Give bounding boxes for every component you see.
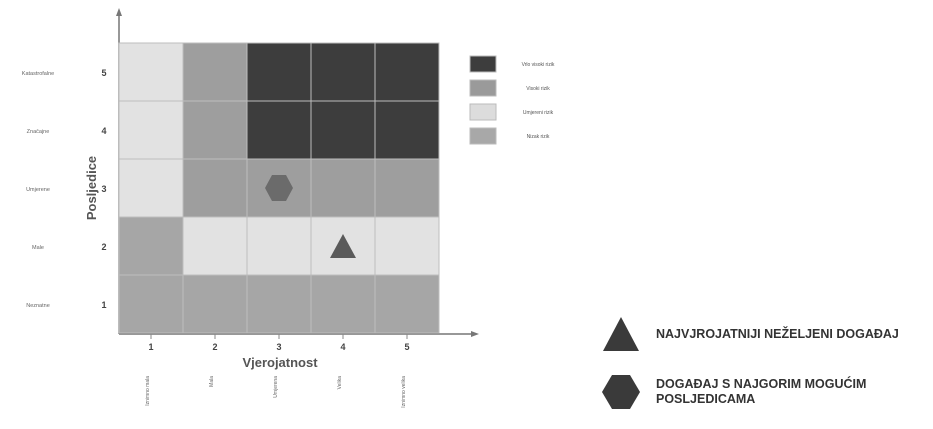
legend-swatch <box>469 127 497 145</box>
matrix-cell <box>118 274 184 334</box>
y-category-label: Male <box>32 245 44 251</box>
x-category-label: Umjerena <box>273 376 279 398</box>
bottom-legend: NAJVJROJATNIJI NEŽELJENI DOGAĐAJ DOGAĐAJ… <box>600 313 930 429</box>
legend-label: Vrlo visoki rizik <box>522 62 555 68</box>
matrix-cell <box>182 158 248 218</box>
hexagon-icon <box>602 375 640 409</box>
matrix-cell <box>246 216 312 276</box>
y-tick-label: 1 <box>101 300 106 310</box>
y-tick-label: 5 <box>101 68 106 78</box>
x-tick-label: 2 <box>212 342 217 352</box>
y-axis-title: Posljedice <box>84 156 99 220</box>
legend-label: Nizak rizik <box>527 134 550 140</box>
matrix-cell <box>310 158 376 218</box>
y-tick-label: 2 <box>101 242 106 252</box>
legend-triangle-row: NAJVJROJATNIJI NEŽELJENI DOGAĐAJ <box>600 313 930 355</box>
y-tick-label: 3 <box>101 184 106 194</box>
matrix-cell <box>374 158 440 218</box>
y-category-label: Značajne <box>27 129 50 135</box>
matrix-cell <box>246 100 312 160</box>
x-category-label: Iznimno mala <box>145 376 151 406</box>
legend-label: Visoki rizik <box>526 86 550 92</box>
x-axis-arrow <box>471 331 479 337</box>
triangle-legend-text: NAJVJROJATNIJI NEŽELJENI DOGAĐAJ <box>656 326 899 341</box>
legend-swatch <box>469 79 497 97</box>
matrix-cell <box>310 100 376 160</box>
y-axis-arrow <box>116 8 122 16</box>
x-tick-label: 3 <box>276 342 281 352</box>
matrix-cell <box>182 100 248 160</box>
matrix-cell <box>310 274 376 334</box>
legend-label: Umjereni rizik <box>523 110 554 116</box>
hexagon-marker <box>265 175 293 201</box>
matrix-cell <box>118 158 184 218</box>
matrix-cell <box>182 274 248 334</box>
x-category-label: Velika <box>337 376 343 390</box>
matrix-cell <box>246 42 312 102</box>
triangle-icon <box>603 317 639 351</box>
x-category-label: Iznimno velika <box>401 376 407 408</box>
hexagon-legend-text: DOGAĐAJ S NAJGORIM MOGUĆIM POSLJEDICAMA <box>656 377 867 406</box>
x-tick-label: 4 <box>340 342 345 352</box>
matrix-cell <box>118 216 184 276</box>
x-tick-label: 1 <box>148 342 153 352</box>
matrix-cell <box>374 216 440 276</box>
triangle-marker <box>330 234 356 258</box>
risk-matrix: 1 Neznatne 2 Male 3 Umjerene 4 Značajne 5 Katastr… <box>22 8 555 408</box>
y-category-label: Katastrofalne <box>22 71 54 77</box>
legend-hexagon-row: DOGAĐAJ S NAJGORIM MOGUĆIM POSLJEDICAMA <box>600 371 930 413</box>
x-category-label: Mala <box>209 376 215 387</box>
matrix-cell <box>374 42 440 102</box>
matrix-cell <box>118 100 184 160</box>
y-category-label: Neznatne <box>26 303 50 309</box>
x-axis-title: Vjerojatnost <box>242 355 318 370</box>
matrix-cell <box>310 42 376 102</box>
y-category-label: Umjerene <box>26 187 50 193</box>
matrix-cell <box>182 216 248 276</box>
legend-swatch <box>469 103 497 121</box>
matrix-cell <box>246 274 312 334</box>
matrix-cell <box>374 100 440 160</box>
matrix-cell <box>374 274 440 334</box>
matrix-cell <box>182 42 248 102</box>
matrix-cell <box>118 42 184 102</box>
legend-swatch <box>469 55 497 73</box>
x-tick-label: 5 <box>404 342 409 352</box>
y-tick-label: 4 <box>101 126 106 136</box>
